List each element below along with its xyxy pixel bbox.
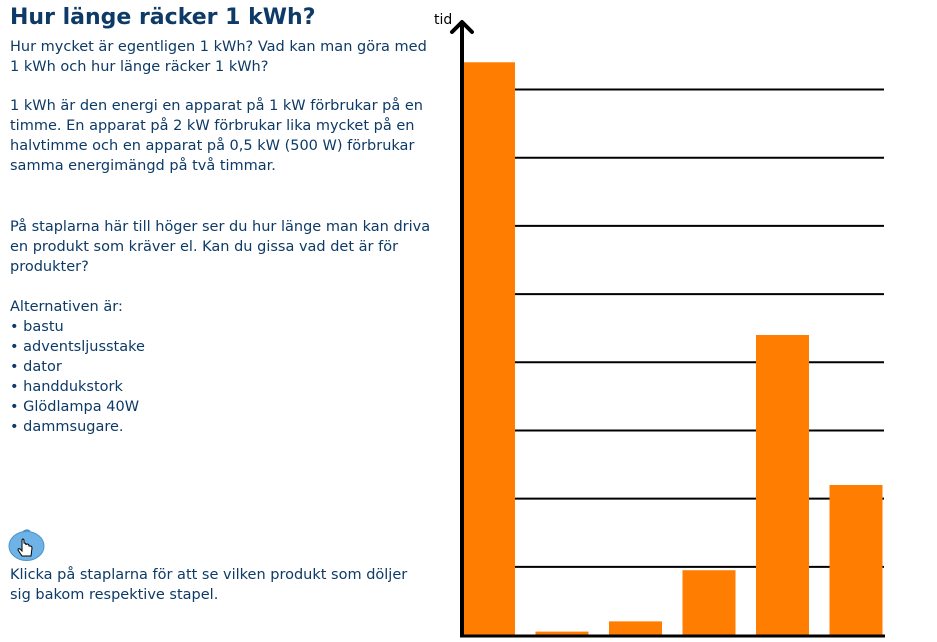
options-list: bastu adventsljusstake dator handdukstor… (10, 317, 430, 437)
bar-chart: tid (434, 12, 885, 638)
bar-3[interactable] (609, 621, 662, 635)
intro-text: Hur mycket är egentligen 1 kWh? Vad kan … (10, 39, 427, 75)
options-heading: Alternativen är: (10, 299, 123, 315)
option-item: adventsljusstake (10, 337, 430, 357)
explanation-text: 1 kWh är den energi en apparat på 1 kW f… (10, 98, 423, 174)
y-axis-arrow-icon (450, 20, 474, 34)
option-item: handdukstork (10, 377, 430, 397)
bar-2[interactable] (535, 631, 589, 635)
options-block: Alternativen är: bastu adventsljusstake … (10, 297, 430, 437)
page-title: Hur länge räcker 1 kWh? (10, 5, 316, 30)
question-text: På staplarna här till höger ser du hur l… (10, 219, 431, 275)
hand-pointer-icon (8, 529, 45, 561)
option-item: Glödlampa 40W (10, 397, 430, 417)
bars[interactable] (462, 62, 883, 636)
option-item: dammsugare. (10, 417, 430, 437)
option-item: bastu (10, 317, 430, 337)
bar-1[interactable] (462, 62, 515, 636)
instruction-text: Klicka på staplarna för att se vilken pr… (10, 567, 408, 603)
y-axis-label: tid (434, 12, 452, 28)
gridlines (464, 88, 884, 568)
option-item: dator (10, 357, 430, 377)
bar-6[interactable] (829, 485, 883, 635)
bar-5[interactable] (756, 335, 809, 635)
bar-4[interactable] (682, 570, 736, 635)
